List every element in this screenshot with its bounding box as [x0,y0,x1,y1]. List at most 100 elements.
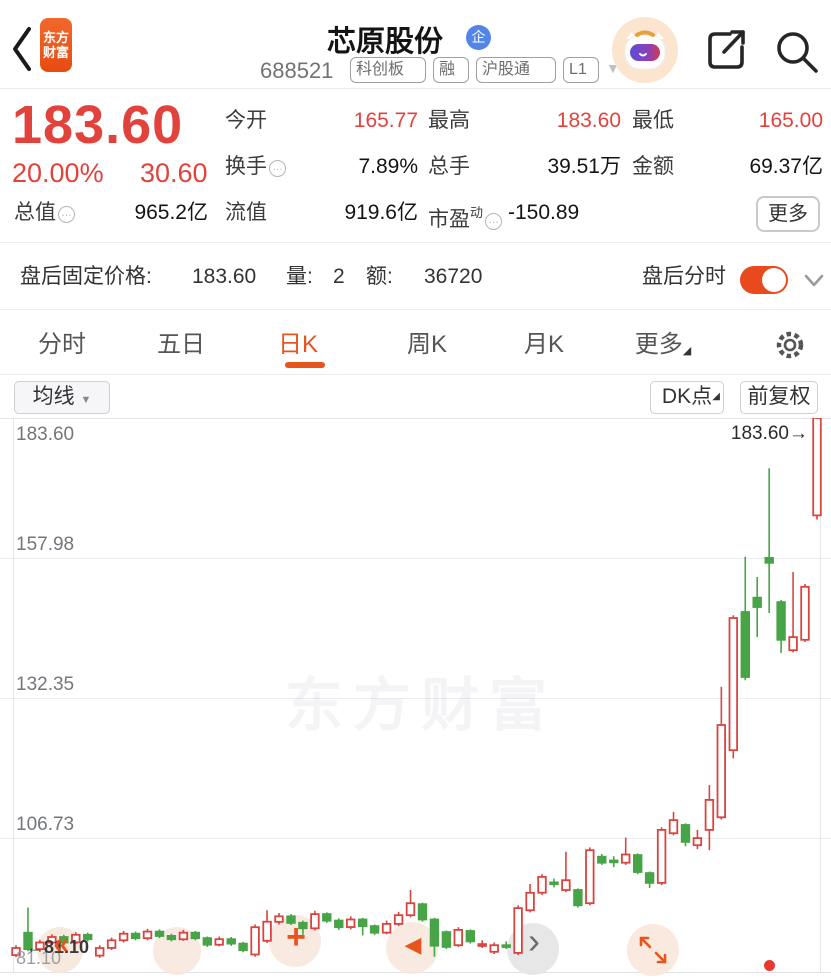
candle [561,879,571,891]
share-icon [708,30,745,69]
candle [274,915,284,923]
afterhours-label: 盘后固定价格: [20,265,152,288]
low-marker: ←81.10 [26,937,90,957]
candle [154,930,165,937]
toggle-knob [762,268,786,292]
margin-chip: 融 [433,57,469,83]
candle [441,931,452,948]
candle [537,875,547,894]
afterhours-vol: 2 [333,265,345,288]
candle [178,931,189,941]
candle [788,636,798,652]
candle [501,944,511,948]
share-button[interactable] [700,25,752,80]
fuquan-button[interactable]: 前复权 [740,381,818,414]
candle [23,931,33,951]
volume-label: 总手 [428,155,470,178]
candle [597,855,607,864]
afterhours-toggle[interactable] [740,266,788,294]
fullscreen-circle[interactable] [627,924,679,976]
low-marker-ghost: 81.10 [16,948,62,968]
assistant-avatar[interactable] [612,17,678,88]
pe-label: 市盈动… [428,195,503,231]
ytick-2: 132.35 [16,674,75,695]
gridline-3 [0,838,831,839]
app-logo[interactable]: 东方 财富 [40,18,72,72]
ytick-0: 183.60 [16,424,75,445]
rewind-icon[interactable]: « [53,928,69,959]
gridline-1 [0,558,831,559]
candle [130,932,141,940]
tab-minute[interactable]: 分时 [38,331,86,358]
low-label: 最低 [632,109,674,132]
high-label: 最高 [428,109,470,132]
tab-daily-k[interactable]: 日K [277,331,319,358]
turnover-label: 换手… [225,149,286,185]
candle [238,942,248,952]
candle [106,939,117,949]
change-amount: 30.60 [140,158,208,188]
mktcap-info-icon[interactable]: … [58,206,75,223]
candle [633,854,643,873]
candle [453,928,463,947]
candle [95,947,105,957]
dk-point-button[interactable]: DK点 ◢ [650,381,724,414]
ytick-1: 157.98 [16,534,75,555]
candle [752,596,762,608]
afterhours-amt: 36720 [424,265,483,288]
turnover-value: 7.89% [358,155,418,178]
candle [286,915,296,924]
pe-info-icon[interactable]: … [485,213,503,230]
high-value: 183.60 [556,109,621,132]
tab-5day[interactable]: 五日 [157,331,205,358]
play-left-icon[interactable]: ◀ [404,932,422,957]
stock-code: 688521 [260,58,334,83]
float-circle-4 [386,922,438,974]
back-button[interactable] [8,24,38,74]
amount-label: 金额 [632,155,674,178]
candle [166,935,177,941]
more-stats-button[interactable]: 更多 [756,196,820,232]
tab-monthly-k[interactable]: 月K [523,331,565,358]
chart-top-border [0,418,831,419]
ma-selector[interactable]: 均线 ▼ [14,381,110,414]
open-label: 今开 [225,109,267,132]
search-button[interactable] [772,27,820,80]
tab-weekly-k[interactable]: 周K [406,331,448,358]
candle [393,914,404,925]
record-dot [764,960,775,971]
fullscreen-button[interactable] [636,933,670,972]
turnover-info-icon[interactable]: … [269,160,286,177]
candle [800,585,810,641]
candle [477,943,487,947]
pe-value: -150.89 [508,201,580,224]
volume-value: 39.51万 [547,155,621,178]
candle [226,938,236,945]
tab-more[interactable]: 更多◢ [634,331,692,358]
board-chip: 科创板 [350,57,426,83]
ma-caret-icon: ▼ [80,394,92,406]
candle [489,944,499,953]
chevron-right-icon[interactable]: › [528,920,540,961]
candle [513,907,523,954]
candle [202,937,212,946]
chart-left-border [13,418,14,972]
candles-canvas[interactable] [0,418,831,974]
enterprise-badge[interactable]: 企 [466,25,491,50]
plus-icon[interactable]: + [286,918,306,956]
candle [644,872,655,884]
candle [692,837,703,847]
afterhours-expand-button[interactable] [802,268,826,297]
search-icon [777,32,818,73]
gear-icon [776,331,804,359]
candle [214,938,224,946]
candle [334,919,344,929]
watermark: 东方财富 [285,673,558,738]
mktcap-label: 总值… [14,195,75,231]
chevron-down-icon [804,274,824,287]
candle [405,902,416,917]
afterhours-vol-label: 量: [286,265,313,288]
chart-settings-button[interactable] [772,327,808,368]
candle [83,933,93,941]
candle [812,418,822,517]
